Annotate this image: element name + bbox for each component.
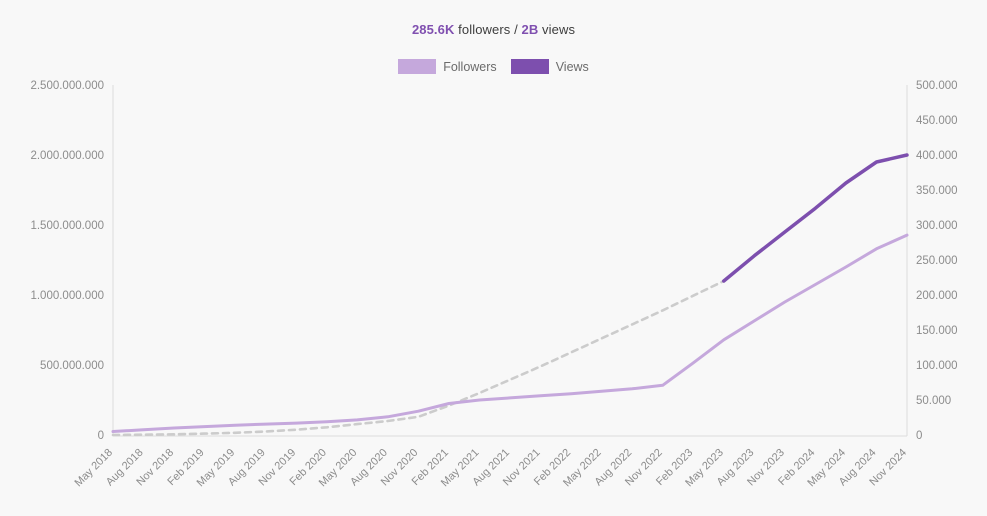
legend-item-views[interactable]: Views [510, 59, 589, 74]
left-axis-tick-label: 2.000.000.000 [30, 150, 104, 162]
left-axis-tick-label: 500.000.000 [40, 360, 104, 372]
followers-swatch-icon [398, 59, 437, 74]
followers-line [111, 233, 909, 433]
right-axis-tick-label: 250.000 [916, 255, 958, 267]
views-label: views [538, 22, 576, 37]
followers-label: followers / [454, 22, 522, 37]
chart-title: 285.6K followers / 2B views [0, 22, 987, 37]
views-line [722, 153, 909, 283]
views-swatch-icon [510, 59, 549, 74]
views-count: 2B [521, 22, 539, 37]
right-axis-tick-label: 500.000 [916, 80, 958, 92]
left-axis-tick-label: 2.500.000.000 [30, 80, 104, 92]
right-axis-tick-label: 0 [916, 430, 922, 442]
legend-label-followers: Followers [443, 59, 497, 74]
views-estimated-line [111, 279, 726, 437]
right-axis-tick-label: 50.000 [916, 395, 951, 407]
left-axis-tick-label: 1.500.000.000 [30, 220, 104, 232]
left-axis-tick-label: 0 [98, 430, 104, 442]
right-axis-tick-label: 300.000 [916, 220, 958, 232]
right-axis-tick-label: 200.000 [916, 290, 958, 302]
legend-item-followers[interactable]: Followers [398, 59, 497, 74]
legend-label-views: Views [555, 59, 589, 74]
right-axis-tick-label: 150.000 [916, 325, 958, 337]
chart-legend: Followers Views [0, 59, 987, 74]
right-axis-tick-label: 400.000 [916, 150, 958, 162]
right-axis-tick-label: 350.000 [916, 185, 958, 197]
followers-count: 285.6K [411, 22, 455, 37]
left-axis-tick-label: 1.000.000.000 [30, 290, 104, 302]
right-axis-tick-label: 450.000 [916, 115, 958, 127]
right-axis-tick-label: 100.000 [916, 360, 958, 372]
